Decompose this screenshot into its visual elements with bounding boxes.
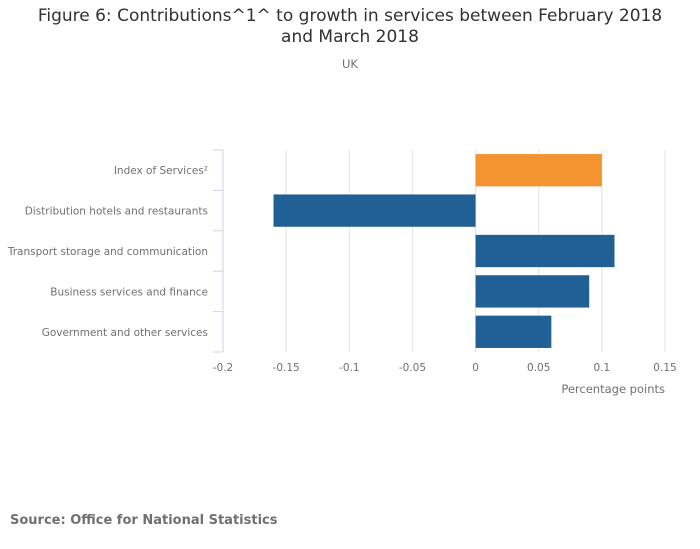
category-label: Government and other services <box>42 327 208 339</box>
x-tick-label: -0.2 <box>213 362 234 374</box>
x-tick-label: -0.15 <box>273 362 300 374</box>
x-tick-label: 0.15 <box>653 362 676 374</box>
bar <box>475 275 590 308</box>
chart-title: Figure 6: Contributions^1^ to growth in … <box>0 6 700 48</box>
chart-title-line-1: Figure 6: Contributions^1^ to growth in … <box>37 6 663 26</box>
bar <box>475 234 615 268</box>
source-note: Source: Office for National Statistics <box>10 513 278 528</box>
x-tick-label: 0.1 <box>594 362 611 374</box>
chart-subtitle: UK <box>342 57 358 71</box>
x-tick-label: -0.1 <box>339 362 360 374</box>
x-tick-label: 0.05 <box>527 362 550 374</box>
bar <box>475 154 602 187</box>
bar <box>475 315 552 348</box>
category-label: Distribution hotels and restaurants <box>25 206 208 218</box>
x-tick-label: -0.05 <box>399 362 426 374</box>
category-label: Transport storage and communication <box>7 246 208 258</box>
chart-title-line-2: and March 2018 <box>281 27 419 47</box>
x-tick-label: 0 <box>472 362 479 374</box>
category-label: Business services and finance <box>50 286 208 298</box>
bar <box>273 194 476 227</box>
category-label: Index of Services² <box>114 165 208 177</box>
x-axis-title: Percentage points <box>561 382 665 396</box>
